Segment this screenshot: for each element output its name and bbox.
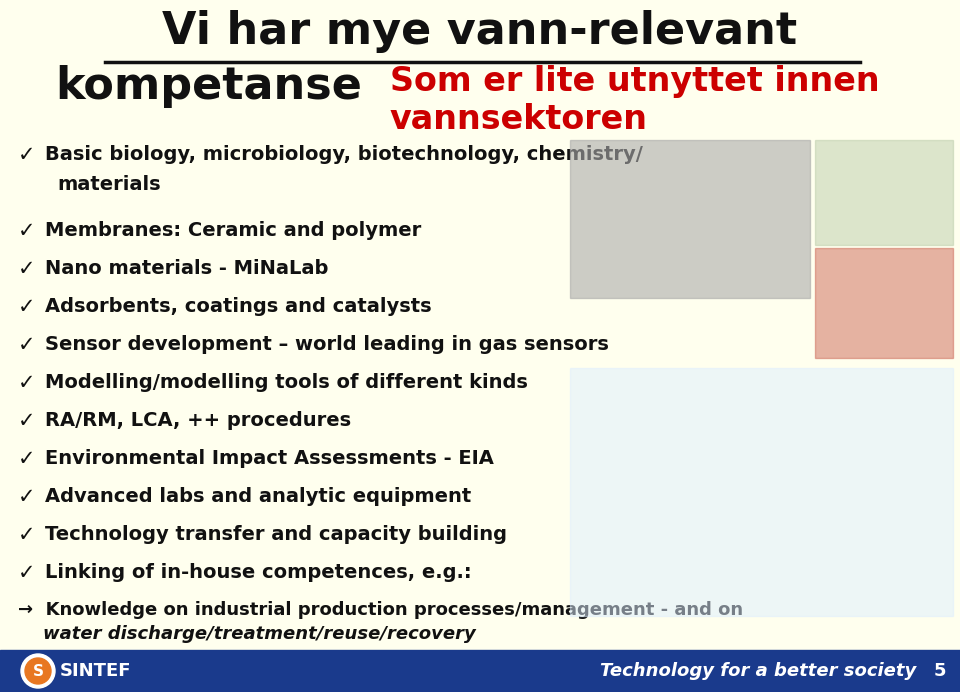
Text: →  Knowledge on industrial production processes/management - and on: → Knowledge on industrial production pro… (18, 601, 743, 619)
Text: water discharge/treatment/reuse/recovery: water discharge/treatment/reuse/recovery (18, 625, 476, 643)
Text: ✓: ✓ (18, 297, 36, 317)
Text: Linking of in-house competences, e.g.:: Linking of in-house competences, e.g.: (45, 563, 471, 582)
Text: ✓: ✓ (18, 259, 36, 279)
Text: vannsektoren: vannsektoren (390, 103, 648, 136)
Text: materials: materials (57, 175, 160, 194)
Bar (570, 140, 810, 298)
Text: ✓: ✓ (18, 145, 36, 165)
Text: ✓: ✓ (18, 411, 36, 431)
Circle shape (21, 654, 55, 688)
Text: Technology for a better society: Technology for a better society (600, 662, 916, 680)
Text: Modelling/modelling tools of different kinds: Modelling/modelling tools of different k… (45, 373, 528, 392)
Bar (570, 368, 953, 616)
Text: ✓: ✓ (18, 487, 36, 507)
Bar (815, 248, 953, 358)
Text: ✓: ✓ (18, 449, 36, 469)
Text: Sensor development – world leading in gas sensors: Sensor development – world leading in ga… (45, 335, 609, 354)
Text: kompetanse: kompetanse (55, 65, 362, 108)
Bar (815, 140, 953, 245)
Text: SINTEF: SINTEF (60, 662, 132, 680)
Text: RA/RM, LCA, ++ procedures: RA/RM, LCA, ++ procedures (45, 411, 351, 430)
Circle shape (25, 658, 51, 684)
Text: ✓: ✓ (18, 335, 36, 355)
Text: ✓: ✓ (18, 525, 36, 545)
Text: Membranes: Ceramic and polymer: Membranes: Ceramic and polymer (45, 221, 421, 240)
Text: Environmental Impact Assessments - EIA: Environmental Impact Assessments - EIA (45, 449, 493, 468)
Text: Vi har mye vann-relevant: Vi har mye vann-relevant (162, 10, 798, 53)
Text: Adsorbents, coatings and catalysts: Adsorbents, coatings and catalysts (45, 297, 432, 316)
Text: Nano materials - MiNaLab: Nano materials - MiNaLab (45, 259, 328, 278)
Bar (0, 650, 960, 692)
Text: ✓: ✓ (18, 373, 36, 393)
Text: S: S (33, 664, 43, 678)
Text: Advanced labs and analytic equipment: Advanced labs and analytic equipment (45, 487, 471, 506)
Text: Technology transfer and capacity building: Technology transfer and capacity buildin… (45, 525, 507, 544)
Text: 5: 5 (934, 662, 947, 680)
Text: ✓: ✓ (18, 563, 36, 583)
Text: Som er lite utnyttet innen: Som er lite utnyttet innen (390, 65, 879, 98)
Text: Basic biology, microbiology, biotechnology, chemistry/: Basic biology, microbiology, biotechnolo… (45, 145, 643, 164)
Text: ✓: ✓ (18, 221, 36, 241)
